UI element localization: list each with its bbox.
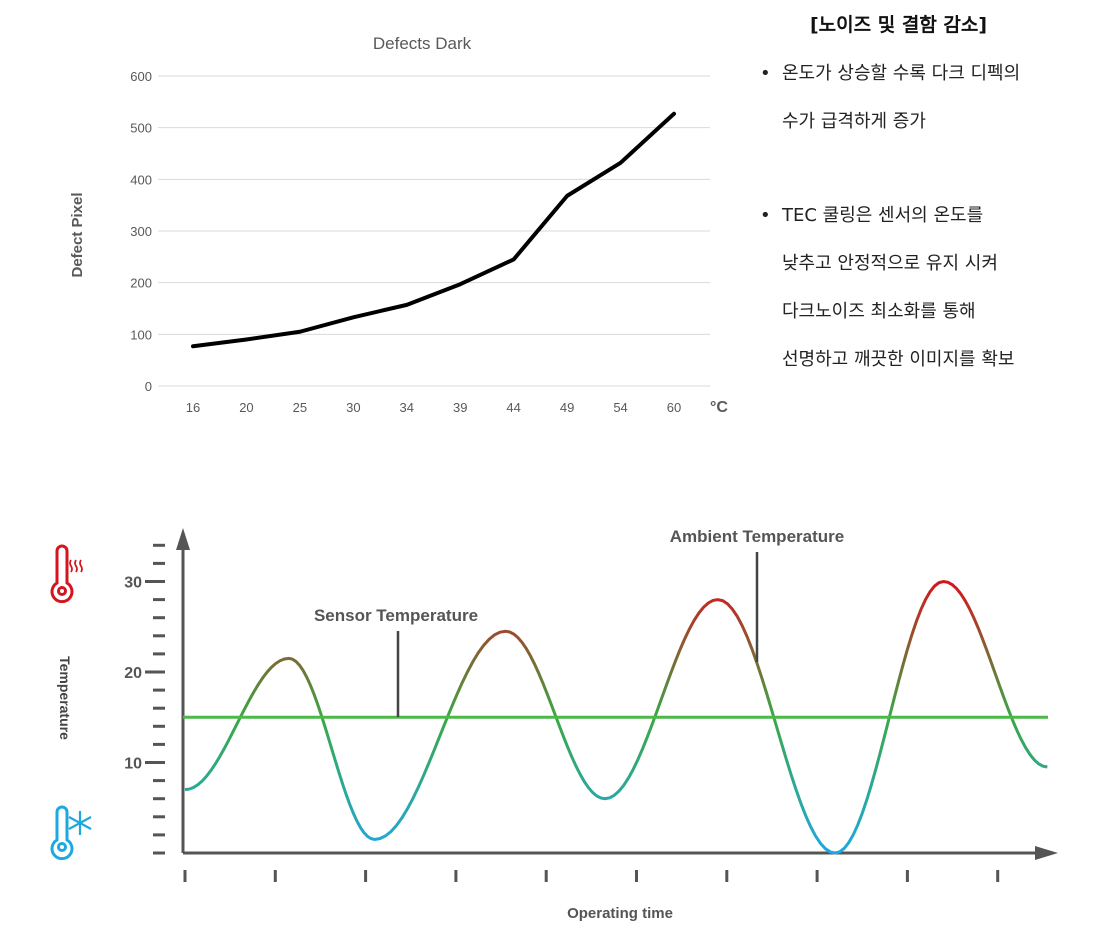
bullet: • <box>760 63 771 84</box>
note-item: • 온도가 상승할 수록 다크 디펙의 수가 급격하게 증가 <box>760 50 1020 146</box>
y-axis-label: Defect Pixel <box>69 192 86 277</box>
y-tick-label: 200 <box>130 276 152 291</box>
ambient-temperature-curve <box>184 579 1048 855</box>
y-axis-label: Temperature <box>57 656 73 740</box>
defects-dark-chart: Defects Dark Defect Pixel °C 0 100 200 300 4… <box>69 34 728 416</box>
x-axis-label: Operating time <box>567 905 673 922</box>
y-tick-label: 20 <box>124 665 142 682</box>
y-tick-label: 400 <box>130 172 152 187</box>
x-tick-label: 30 <box>346 400 360 415</box>
annotation-sensor: Sensor Temperature <box>314 606 478 625</box>
note-line: 수가 급격하게 증가 <box>782 111 926 132</box>
bullet: • <box>760 205 771 226</box>
y-tick-label: 10 <box>124 756 142 773</box>
x-tick-label: 39 <box>453 400 467 415</box>
note-line: 다크노이즈 최소화를 통해 <box>782 301 976 322</box>
y-tick-label: 500 <box>130 121 152 136</box>
x-axis-arrow <box>1035 846 1058 860</box>
x-tick-label: 60 <box>667 400 681 415</box>
x-tick-label: 54 <box>613 400 627 415</box>
temperature-chart: Temperature Operating time 10 20 30 Sensor… <box>50 527 1058 922</box>
chart-title: Defects Dark <box>373 34 472 53</box>
thermometer-cold-icon <box>50 805 92 861</box>
x-tick-label: 25 <box>293 400 307 415</box>
x-tick-label: 16 <box>186 400 200 415</box>
note-line: 온도가 상승할 수록 다크 디펙의 <box>782 63 1021 84</box>
y-tick-label: 300 <box>130 224 152 239</box>
x-tick-label: 20 <box>239 400 253 415</box>
y-tick-label: 0 <box>145 379 152 394</box>
x-axis-unit: °C <box>710 399 728 416</box>
y-tick-label: 600 <box>130 69 152 84</box>
thermometer-hot-icon <box>50 544 83 604</box>
x-tick-label: 34 <box>400 400 414 415</box>
notes-title: [노이즈 및 결함 감소] <box>810 14 988 36</box>
y-axis-arrow <box>176 528 190 550</box>
series-line <box>191 111 676 349</box>
note-item: • TEC 쿨링은 센서의 온도를 낮추고 안정적으로 유지 시켜 다크노이즈 … <box>760 192 1014 384</box>
note-line: TEC 쿨링은 센서의 온도를 <box>782 205 984 226</box>
note-line: 낮추고 안정적으로 유지 시켜 <box>782 253 998 274</box>
y-tick-label: 30 <box>124 575 142 592</box>
y-tick-label: 100 <box>130 327 152 342</box>
x-tick-label: 49 <box>560 400 574 415</box>
x-tick-label: 44 <box>506 400 520 415</box>
note-line: 선명하고 깨끗한 이미지를 확보 <box>782 349 1015 370</box>
annotation-ambient: Ambient Temperature <box>670 527 844 546</box>
